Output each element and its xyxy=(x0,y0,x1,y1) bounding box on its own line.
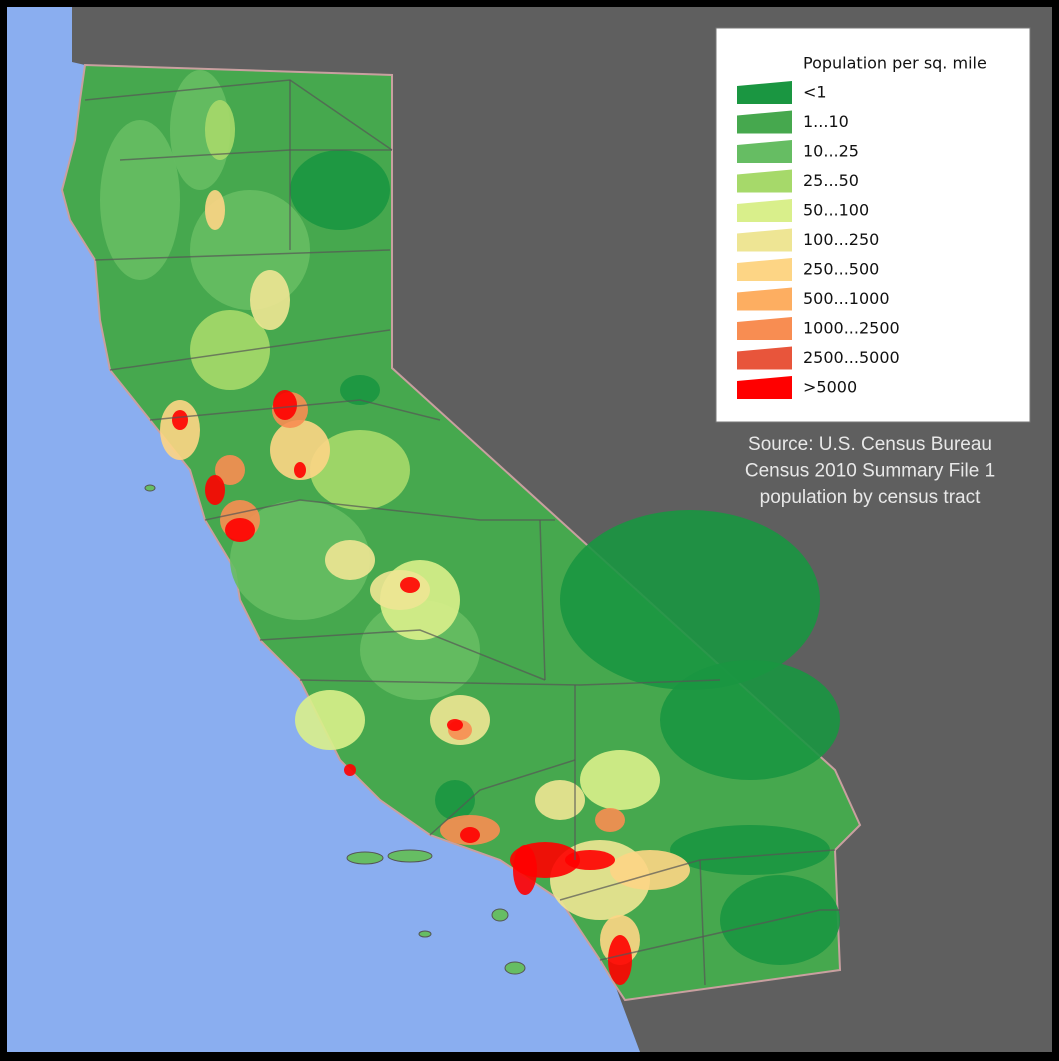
density-area xyxy=(435,780,475,820)
legend-label: 500...1000 xyxy=(803,289,890,308)
source-note: Source: U.S. Census Bureau Census 2010 Su… xyxy=(745,434,995,508)
density-area xyxy=(273,390,297,420)
legend-swatch xyxy=(737,169,792,193)
density-area xyxy=(580,750,660,810)
county-line xyxy=(599,909,840,961)
density-area xyxy=(205,475,225,505)
density-area xyxy=(560,510,820,690)
legend-swatch xyxy=(737,376,792,399)
density-area xyxy=(205,100,235,160)
source-line: Census 2010 Summary File 1 xyxy=(745,461,995,482)
county-line xyxy=(539,519,546,681)
density-area xyxy=(325,540,375,580)
island xyxy=(418,930,432,938)
density-area xyxy=(215,455,245,485)
density-area xyxy=(565,850,615,870)
source-line: population by census tract xyxy=(760,487,981,508)
density-area xyxy=(447,719,463,731)
density-area xyxy=(400,577,420,593)
legend-swatch xyxy=(737,199,792,222)
legend-label: 2500...5000 xyxy=(803,348,900,367)
density-area xyxy=(340,375,380,405)
legend-title: Population per sq. mile xyxy=(803,54,987,73)
density-area xyxy=(172,410,188,430)
island xyxy=(491,908,509,922)
county-lines xyxy=(84,79,840,986)
legend-swatch xyxy=(737,140,792,163)
density-area xyxy=(170,70,230,190)
density-areas xyxy=(100,70,840,985)
legend-label: 10...25 xyxy=(803,142,859,161)
density-area xyxy=(294,462,306,478)
density-area xyxy=(513,845,537,895)
density-area xyxy=(660,660,840,780)
island xyxy=(346,851,384,865)
density-area xyxy=(310,430,410,510)
density-area xyxy=(610,850,690,890)
density-area xyxy=(290,150,390,230)
legend-label: 1...10 xyxy=(803,112,849,131)
legend-label: 50...100 xyxy=(803,201,869,220)
legend-swatch xyxy=(737,110,792,134)
density-area xyxy=(670,825,830,875)
density-area xyxy=(595,808,625,832)
density-area xyxy=(344,764,356,776)
legend-label: 100...250 xyxy=(803,230,879,249)
density-area xyxy=(100,120,180,280)
density-area xyxy=(720,875,840,965)
legend-swatch xyxy=(737,346,792,370)
density-area xyxy=(295,690,365,750)
island xyxy=(387,849,433,863)
density-area xyxy=(230,500,370,620)
county-line xyxy=(94,249,391,261)
density-area xyxy=(205,190,225,230)
county-line xyxy=(109,329,391,371)
density-area xyxy=(370,570,430,610)
county-line xyxy=(699,859,706,986)
legend-label: 25...50 xyxy=(803,171,859,190)
density-area xyxy=(270,420,330,480)
county-line xyxy=(299,679,721,686)
legend-label: <1 xyxy=(803,83,827,102)
density-area xyxy=(608,935,632,985)
county-line xyxy=(149,399,441,421)
island xyxy=(504,961,526,975)
island xyxy=(144,484,156,492)
density-area xyxy=(225,518,255,542)
density-area xyxy=(190,310,270,390)
legend-swatch xyxy=(737,81,792,104)
legend: Population per sq. mile <1 1...10 10...25 2… xyxy=(715,27,1031,423)
county-line xyxy=(429,759,576,836)
density-area xyxy=(460,827,480,843)
density-area xyxy=(535,780,585,820)
legend-swatch xyxy=(737,317,792,340)
legend-swatch xyxy=(737,228,792,252)
legend-swatch xyxy=(737,287,792,311)
density-area xyxy=(250,270,290,330)
county-line xyxy=(259,629,546,681)
legend-label: >5000 xyxy=(803,378,857,397)
county-line xyxy=(204,499,555,521)
source-line: Source: U.S. Census Bureau xyxy=(748,434,992,455)
legend-swatch xyxy=(737,258,792,281)
legend-label: 1000...2500 xyxy=(803,319,900,338)
legend-label: 250...500 xyxy=(803,260,879,279)
